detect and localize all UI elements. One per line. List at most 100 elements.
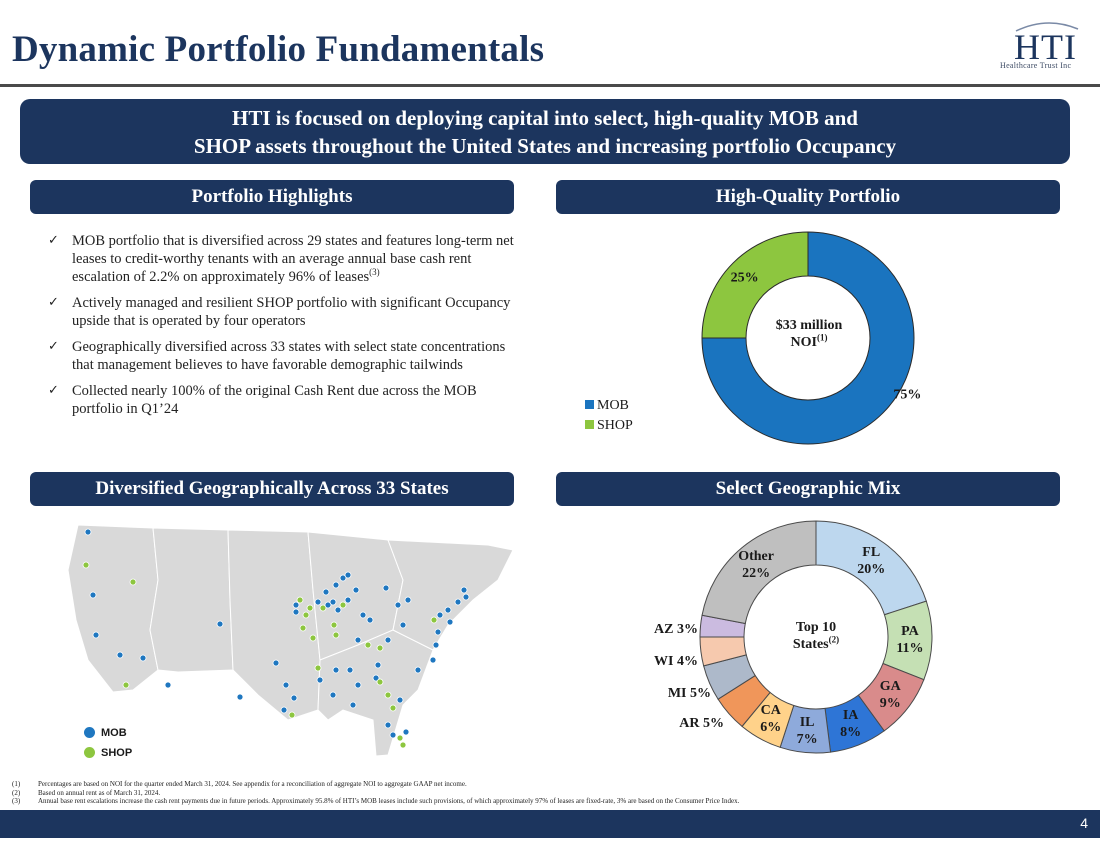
mob-location-dot	[139, 654, 147, 662]
segment-label-other: Other 22%	[738, 548, 774, 581]
shop-location-dot	[319, 604, 327, 612]
checkmark-icon: ✓	[48, 233, 59, 248]
mob-location-dot	[344, 596, 352, 604]
mob-location-dot	[354, 681, 362, 689]
mob-location-dot	[329, 691, 337, 699]
footnote-number: (1)	[12, 780, 21, 788]
shop-location-dot	[299, 624, 307, 632]
highlight-footnote-ref: (3)	[369, 267, 380, 278]
mob-location-dot	[444, 606, 452, 614]
shop-location-dot	[330, 621, 338, 629]
footnote-item: (1) Percentages are based on NOI for the …	[12, 780, 739, 789]
mob-location-dot	[292, 601, 300, 609]
mob-location-dot	[332, 581, 340, 589]
checkmark-icon: ✓	[48, 295, 59, 310]
map-region-plains	[227, 529, 321, 721]
logo-arc-icon	[1015, 22, 1079, 32]
mob-location-dot	[216, 620, 224, 628]
mob-location-dot	[359, 611, 367, 619]
noi-footnote-ref: (1)	[816, 332, 828, 343]
shop-location-dot	[339, 601, 347, 609]
mob-location-dot	[314, 598, 322, 606]
footnote-item: (2) Based on annual rent as of March 31, …	[12, 789, 739, 798]
shop-location-dot	[302, 611, 310, 619]
mob-location-dot	[429, 656, 437, 664]
shop-location-dot	[396, 734, 404, 742]
highlight-text: Collected nearly 100% of the original Ca…	[72, 383, 477, 417]
slice-label-shop: 25%	[731, 271, 759, 286]
shop-location-dot	[122, 681, 130, 689]
highlight-text: Actively managed and resilient SHOP port…	[72, 295, 511, 329]
mob-location-dot	[404, 596, 412, 604]
highlights-list: ✓ MOB portfolio that is diversified acro…	[48, 232, 518, 426]
mob-location-dot	[352, 586, 360, 594]
mob-location-dot	[329, 598, 337, 606]
checkmark-icon: ✓	[48, 339, 59, 354]
footnote-text: Based on annual rent as of March 31, 202…	[38, 788, 161, 797]
mob-location-dot	[164, 681, 172, 689]
footnote-text: Annual base rent escalations increase th…	[38, 797, 740, 805]
legend-swatch-mob	[585, 400, 594, 409]
map-legend: MOB SHOP	[84, 723, 132, 763]
logo-main-text: HTI	[1014, 27, 1077, 67]
highlight-item: ✓ Geographically diversified across 33 s…	[48, 338, 518, 374]
mob-location-dot	[414, 666, 422, 674]
shop-location-dot	[314, 664, 322, 672]
mob-location-dot	[389, 731, 397, 739]
segment-label-ga: GA 9%	[879, 678, 901, 711]
noi-center-line1: $33 million	[775, 318, 843, 333]
segment-label-wi: WI 4%	[654, 654, 698, 669]
mob-location-dot	[84, 528, 92, 536]
mix-center-label: Top 10 States(2)	[762, 619, 870, 653]
mob-location-dot	[436, 611, 444, 619]
mob-location-dot	[322, 588, 330, 596]
shop-location-dot	[309, 634, 317, 642]
footnote-number: (2)	[12, 788, 21, 797]
mob-location-dot	[332, 666, 340, 674]
mob-location-dot	[290, 694, 298, 702]
map-legend-mob: MOB	[84, 723, 132, 743]
section-header-mix: Select Geographic Mix	[556, 472, 1060, 506]
mob-location-dot	[402, 728, 410, 736]
mob-location-dot	[384, 636, 392, 644]
footnote-text: Percentages are based on NOI for the qua…	[38, 780, 467, 788]
banner-line-2: SHOP assets throughout the United States…	[193, 134, 897, 158]
shop-location-dot	[376, 678, 384, 686]
segment-label-az: AZ 3%	[654, 622, 698, 637]
segment-label-pa: PA 11%	[896, 623, 924, 656]
mob-location-dot	[349, 701, 357, 709]
slice-shop	[701, 231, 809, 339]
mob-location-dot	[372, 674, 380, 682]
headline-banner: HTI is focused on deploying capital into…	[20, 99, 1070, 164]
logo-sub-text: Healthcare Trust Inc	[1000, 61, 1072, 70]
section-header-quality: High-Quality Portfolio	[556, 180, 1060, 214]
footnotes: (1) Percentages are based on NOI for the …	[12, 780, 739, 806]
checkmark-icon: ✓	[48, 383, 59, 398]
mob-location-dot	[462, 593, 470, 601]
mix-center-line2: States	[792, 637, 829, 652]
mob-location-dot	[394, 601, 402, 609]
mix-footnote-ref: (2)	[828, 634, 840, 645]
mob-dot-icon	[84, 727, 95, 738]
shop-location-dot	[384, 691, 392, 699]
segment-label-il: IL 7%	[796, 714, 818, 747]
shop-location-dot	[306, 604, 314, 612]
shop-location-dot	[430, 616, 438, 624]
mob-location-dot	[272, 659, 280, 667]
us-map	[67, 524, 514, 757]
mob-location-dot	[116, 651, 124, 659]
slice-other	[701, 520, 817, 625]
noi-center-label: $33 million NOI(1)	[754, 317, 864, 351]
page-title: Dynamic Portfolio Fundamentals	[12, 29, 545, 70]
title-divider	[0, 84, 1100, 87]
mob-location-dot	[292, 608, 300, 616]
mob-location-dot	[434, 628, 442, 636]
mob-location-dot	[399, 621, 407, 629]
mob-location-dot	[446, 618, 454, 626]
map-region-west	[67, 524, 159, 693]
mob-location-dot	[384, 721, 392, 729]
noi-donut-chart: 75% 25%	[701, 231, 921, 445]
segment-label-fl: FL 20%	[857, 544, 886, 577]
mob-location-dot	[354, 636, 362, 644]
shop-location-dot	[129, 578, 137, 586]
